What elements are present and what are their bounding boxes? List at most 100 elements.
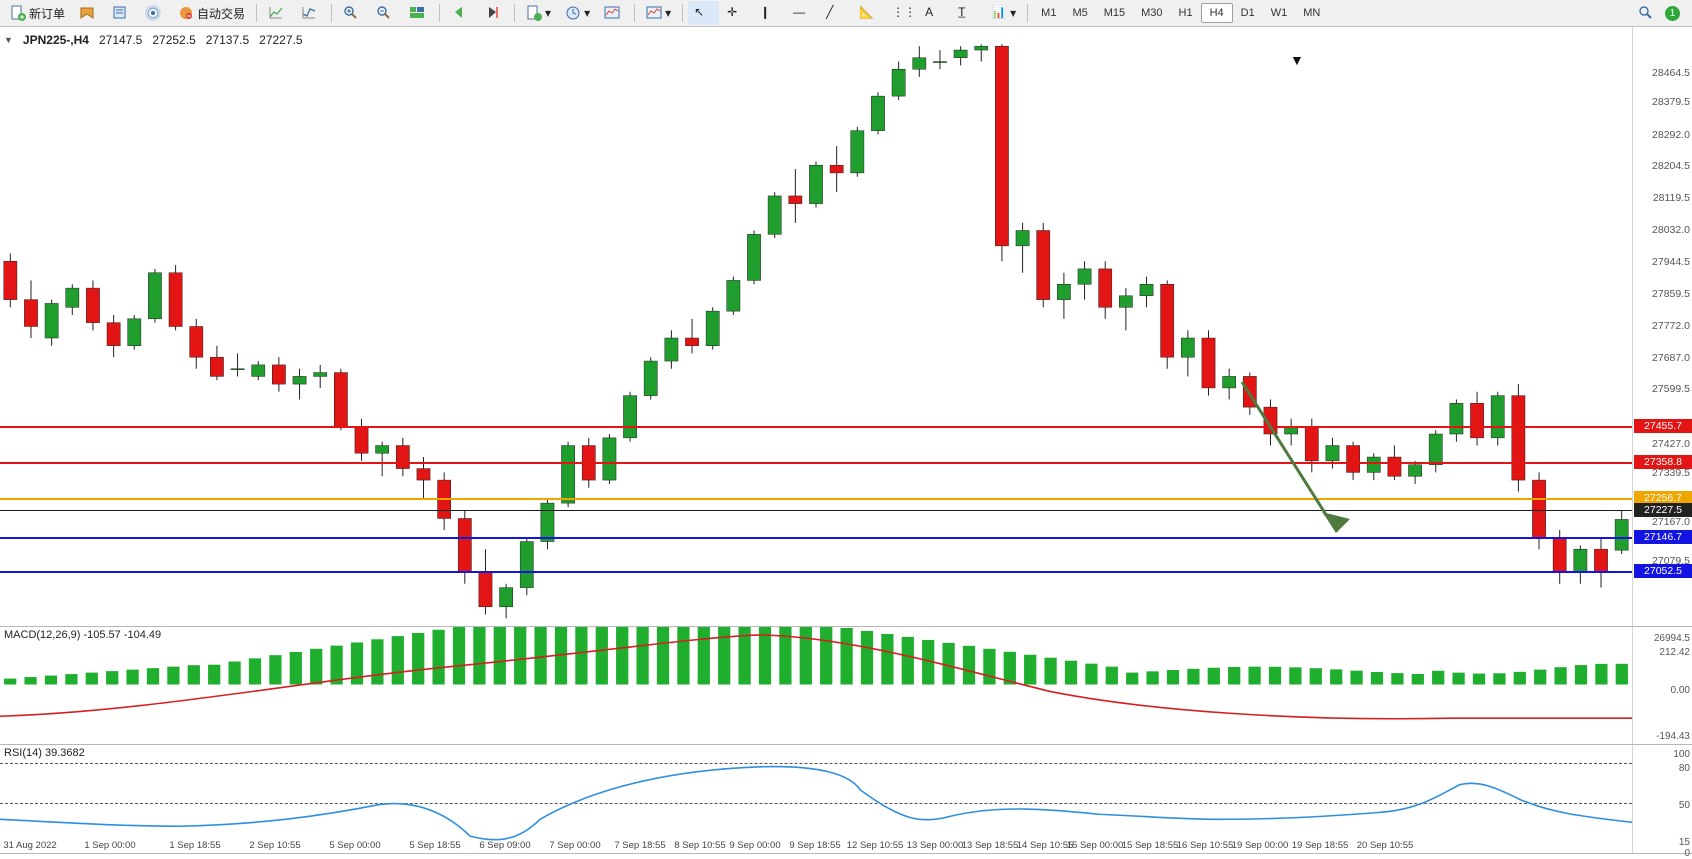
time-axis-labels[interactable]: 31 Aug 2022 1 Sep 00:00 1 Sep 18:55 2 Se…	[0, 837, 1632, 853]
clock-button[interactable]: ▾	[559, 1, 596, 25]
price-tick-28119: 28119.5	[1653, 192, 1690, 204]
zoom-in-button[interactable]	[337, 1, 368, 25]
new-expert-button[interactable]: ▾	[520, 1, 557, 25]
auto-trade-icon	[178, 5, 194, 21]
bookmark-icon	[79, 5, 95, 21]
indicators-tool-button[interactable]: 📊 ▾	[985, 1, 1022, 25]
time-tick-19: 19 Sep 00:00	[1232, 840, 1289, 851]
indicators-icon: 📊	[991, 5, 1007, 21]
text-tool-button[interactable]: A	[919, 1, 950, 25]
macd-title: MACD(12,26,9) -105.57 -104.49	[4, 629, 161, 641]
signal-button[interactable]	[139, 1, 170, 25]
period-m5[interactable]: M5	[1064, 3, 1095, 23]
ohlc-close: 27227.5	[259, 33, 302, 47]
rsi-scale-15: 15	[1679, 837, 1690, 848]
macd-scale-212: 212.42	[1659, 647, 1690, 658]
grid-dotted-tool-button[interactable]: ⋮⋮	[886, 1, 917, 25]
period-d1[interactable]: D1	[1233, 3, 1263, 23]
chart-template-button[interactable]	[598, 1, 629, 25]
vertical-line-tool-button[interactable]: ❙	[754, 1, 785, 25]
clock-icon	[565, 5, 581, 21]
dropdown-chevron-icon3[interactable]: ▾	[665, 6, 671, 20]
period-mn[interactable]: MN	[1295, 3, 1328, 23]
bookmark-button[interactable]	[73, 1, 104, 25]
period-m30[interactable]: M30	[1133, 3, 1170, 23]
crosshair-icon: ✛	[727, 5, 743, 21]
support-line-1[interactable]	[0, 537, 1632, 539]
ohlc-high: 27252.5	[152, 33, 195, 47]
macd-scale-top: 26994.5	[1654, 633, 1690, 644]
ohlc-low: 27137.5	[206, 33, 249, 47]
history-icon	[112, 5, 128, 21]
scroll-left-icon	[451, 5, 467, 21]
period-h1[interactable]: H1	[1171, 3, 1201, 23]
text-tool-icon: A	[925, 5, 941, 21]
price-tick-28292: 28292.0	[1652, 129, 1690, 141]
macd-signal-line[interactable]	[0, 627, 1632, 744]
resistance-line-1[interactable]	[0, 426, 1632, 428]
crosshair-tool-button[interactable]: ✛	[721, 1, 752, 25]
time-tick-12: 12 Sep 10:55	[847, 840, 904, 851]
time-tick-0: 31 Aug 2022	[3, 840, 56, 851]
dropdown-chevron-icon2[interactable]: ▾	[584, 6, 590, 20]
period-m15[interactable]: M15	[1096, 3, 1133, 23]
history-button[interactable]	[106, 1, 137, 25]
dropdown-chevron-icon[interactable]: ▾	[545, 6, 551, 20]
rsi-panel[interactable]: RSI(14) 39.3682 100 80 50 15 0 31 Aug 20…	[0, 745, 1692, 854]
price-tick-27146: 27146.7	[1634, 530, 1692, 544]
resistance-line-2[interactable]	[0, 462, 1632, 464]
period-m1[interactable]: M1	[1033, 3, 1064, 23]
time-tick-14: 13 Sep 18:55	[962, 840, 1019, 851]
scroll-right-button[interactable]	[478, 1, 509, 25]
current-price-line[interactable]	[0, 510, 1632, 511]
zoom-in-icon	[343, 5, 359, 21]
trend-line-icon: ╱	[826, 5, 842, 21]
time-tick-16: 15 Sep 00:00	[1067, 840, 1124, 851]
dropdown-chevron-icon4[interactable]: ▾	[1010, 6, 1016, 20]
price-tick-27859: 27859.5	[1652, 288, 1690, 300]
scroll-left-button[interactable]	[445, 1, 476, 25]
collapse-arrow-icon[interactable]: ▼	[4, 35, 13, 45]
period-h4[interactable]: H4	[1201, 3, 1233, 23]
price-tick-27427: 27427.0	[1652, 438, 1690, 450]
support-line-2[interactable]	[0, 571, 1632, 573]
fib-tool-button[interactable]: 📐	[853, 1, 884, 25]
text-box-tool-button[interactable]: T̲	[952, 1, 983, 25]
time-tick-4: 5 Sep 00:00	[329, 840, 380, 851]
grid-view2-button[interactable]	[295, 1, 326, 25]
new-order-label: 新订单	[29, 5, 65, 22]
time-tick-1: 1 Sep 00:00	[84, 840, 135, 851]
new-expert-icon	[526, 5, 542, 21]
ohlc-open: 27147.5	[99, 33, 142, 47]
main-price-scale[interactable]: 28464.5 28379.5 28292.0 28204.5 28119.5 …	[1632, 27, 1692, 626]
rsi-scale: 100 80 50 15 0	[1632, 745, 1692, 853]
chart-templates2-icon	[646, 5, 662, 21]
price-tick-28204: 28204.5	[1652, 160, 1690, 172]
time-tick-21: 20 Sep 10:55	[1357, 840, 1414, 851]
time-tick-18: 16 Sep 10:55	[1177, 840, 1234, 851]
price-panel[interactable]: ▼ JPN225-,H4 27147.5 27252.5 27137.5 272…	[0, 27, 1692, 627]
period-w1[interactable]: W1	[1263, 3, 1296, 23]
macd-panel[interactable]: MACD(12,26,9) -105.57 -104.49 26994.5 21…	[0, 627, 1692, 745]
time-tick-11: 9 Sep 18:55	[789, 840, 840, 851]
down-trend-arrow[interactable]	[1237, 377, 1357, 552]
auto-trade-button[interactable]: 自动交易	[172, 1, 251, 25]
new-order-button[interactable]: 新订单	[4, 1, 71, 25]
account-badge[interactable]: 1	[1665, 6, 1680, 21]
pivot-line[interactable]	[0, 498, 1632, 500]
time-tick-2: 1 Sep 18:55	[169, 840, 220, 851]
trend-line-tool-button[interactable]: ╱	[820, 1, 851, 25]
zoom-out-button[interactable]	[370, 1, 401, 25]
symbol-ohlc-label: ▼ JPN225-,H4 27147.5 27252.5 27137.5 272…	[4, 33, 303, 47]
window-layout-button[interactable]	[403, 1, 434, 25]
time-tick-17: 15 Sep 18:55	[1122, 840, 1179, 851]
period-selector: M1 M5 M15 M30 H1 H4 D1 W1 MN	[1033, 3, 1328, 23]
horizontal-line-icon: ―	[793, 5, 809, 21]
grid-view1-button[interactable]	[262, 1, 293, 25]
rsi-scale-100: 100	[1673, 749, 1690, 760]
horizontal-line-tool-button[interactable]: ―	[787, 1, 818, 25]
chart-templates2-button[interactable]: ▾	[640, 1, 677, 25]
cursor-tool-button[interactable]: ↖	[688, 1, 719, 25]
search-icon[interactable]	[1638, 5, 1654, 21]
chart-template-icon	[604, 5, 620, 21]
